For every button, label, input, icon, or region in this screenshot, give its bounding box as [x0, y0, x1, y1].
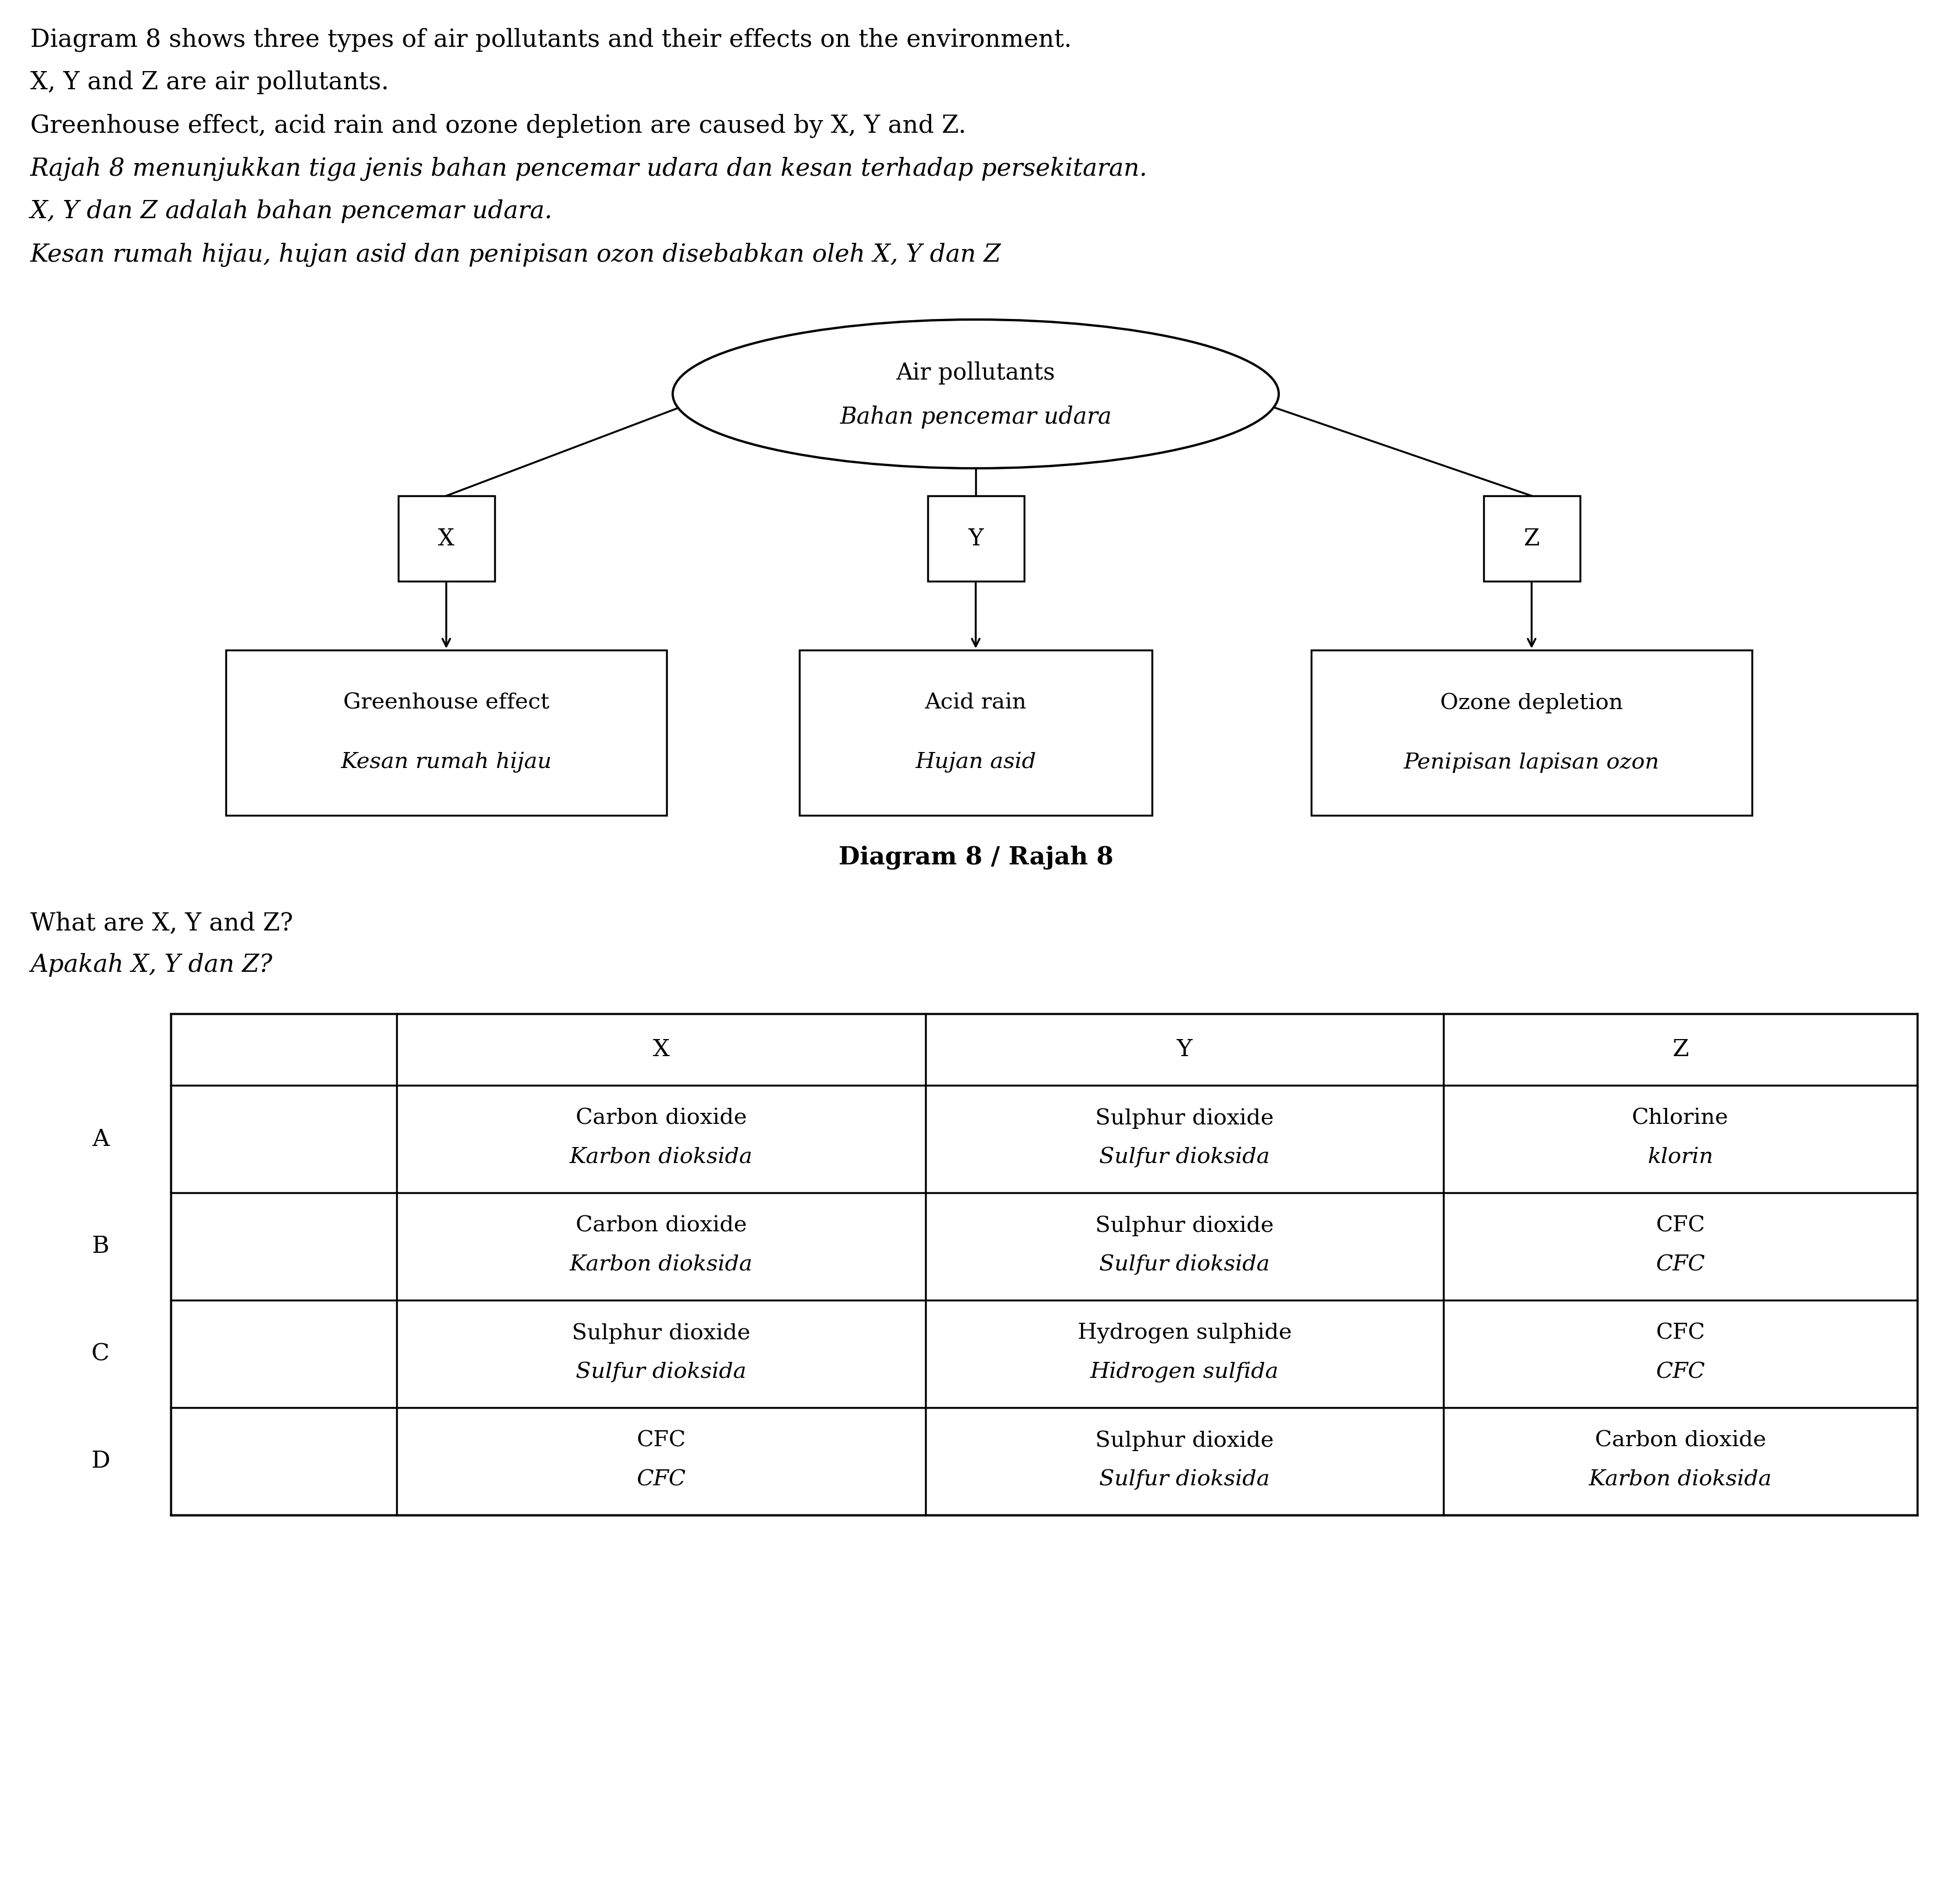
Text: Sulfur dioksida: Sulfur dioksida — [1099, 1470, 1271, 1491]
Text: CFC: CFC — [636, 1470, 685, 1489]
Text: Hidrogen sulfida: Hidrogen sulfida — [1091, 1361, 1279, 1382]
Text: D: D — [92, 1449, 109, 1474]
Text: CFC: CFC — [636, 1430, 685, 1451]
Text: Ozone depletion: Ozone depletion — [1441, 693, 1622, 714]
Text: Sulphur dioxide: Sulphur dioxide — [1095, 1217, 1275, 1236]
Text: Y: Y — [968, 527, 984, 550]
Text: C: C — [92, 1342, 109, 1365]
Text: X: X — [437, 527, 455, 550]
Bar — [927, 495, 1025, 581]
Text: Acid rain: Acid rain — [925, 693, 1027, 714]
Text: Z: Z — [1673, 1038, 1688, 1061]
Text: Y: Y — [1177, 1038, 1193, 1061]
Text: klorin: klorin — [1647, 1146, 1714, 1167]
Text: X, Y dan Z adalah bahan pencemar udara.: X, Y dan Z adalah bahan pencemar udara. — [31, 200, 552, 223]
Text: CFC: CFC — [1655, 1255, 1704, 1276]
Bar — [800, 649, 1152, 815]
Text: Diagram 8 shows three types of air pollutants and their effects on the environme: Diagram 8 shows three types of air pollu… — [31, 27, 1072, 51]
Text: Karbon dioksida: Karbon dioksida — [570, 1255, 753, 1276]
Text: Sulfur dioksida: Sulfur dioksida — [1099, 1255, 1271, 1276]
Text: Greenhouse effect: Greenhouse effect — [344, 693, 549, 714]
Bar — [226, 649, 668, 815]
Text: X, Y and Z are air pollutants.: X, Y and Z are air pollutants. — [31, 70, 388, 95]
Text: Hydrogen sulphide: Hydrogen sulphide — [1078, 1323, 1292, 1344]
Text: Karbon dioksida: Karbon dioksida — [570, 1146, 753, 1167]
Text: Sulphur dioxide: Sulphur dioxide — [1095, 1108, 1275, 1129]
Text: Sulfur dioksida: Sulfur dioksida — [576, 1361, 746, 1382]
Text: Sulphur dioxide: Sulphur dioxide — [1095, 1430, 1275, 1451]
Text: CFC: CFC — [1655, 1361, 1704, 1382]
Text: Z: Z — [1525, 527, 1540, 550]
Text: What are X, Y and Z?: What are X, Y and Z? — [31, 912, 293, 935]
Bar — [398, 495, 494, 581]
Bar — [170, 1013, 1917, 1516]
Bar — [1312, 649, 1753, 815]
Text: Carbon dioxide: Carbon dioxide — [1595, 1430, 1767, 1451]
Text: Hujan asid: Hujan asid — [915, 752, 1037, 773]
Text: Rajah 8 menunjukkan tiga jenis bahan pencemar udara dan kesan terhadap persekita: Rajah 8 menunjukkan tiga jenis bahan pen… — [31, 156, 1148, 181]
Text: X: X — [652, 1038, 670, 1061]
Text: Carbon dioxide: Carbon dioxide — [576, 1217, 748, 1236]
Text: Apakah X, Y dan Z?: Apakah X, Y dan Z? — [31, 954, 273, 977]
Text: A: A — [92, 1127, 109, 1150]
Text: CFC: CFC — [1655, 1323, 1704, 1344]
Text: Sulphur dioxide: Sulphur dioxide — [572, 1323, 750, 1344]
Text: CFC: CFC — [1655, 1217, 1704, 1236]
Text: Diagram 8 / Rajah 8: Diagram 8 / Rajah 8 — [837, 845, 1113, 870]
Text: Kesan rumah hijau, hujan asid dan penipisan ozon disebabkan oleh X, Y dan Z: Kesan rumah hijau, hujan asid dan penipi… — [31, 242, 1001, 267]
Text: Carbon dioxide: Carbon dioxide — [576, 1108, 748, 1129]
Text: Sulfur dioksida: Sulfur dioksida — [1099, 1146, 1271, 1167]
Text: Bahan pencemar udara: Bahan pencemar udara — [839, 406, 1113, 428]
Text: Chlorine: Chlorine — [1632, 1108, 1729, 1129]
Text: B: B — [92, 1236, 109, 1259]
Text: Greenhouse effect, acid rain and ozone depletion are caused by X, Y and Z.: Greenhouse effect, acid rain and ozone d… — [31, 114, 966, 137]
Text: Penipisan lapisan ozon: Penipisan lapisan ozon — [1403, 752, 1659, 773]
Text: Karbon dioksida: Karbon dioksida — [1589, 1470, 1772, 1489]
Text: Air pollutants: Air pollutants — [896, 362, 1056, 385]
Text: Kesan rumah hijau: Kesan rumah hijau — [342, 752, 552, 773]
Bar — [1484, 495, 1579, 581]
